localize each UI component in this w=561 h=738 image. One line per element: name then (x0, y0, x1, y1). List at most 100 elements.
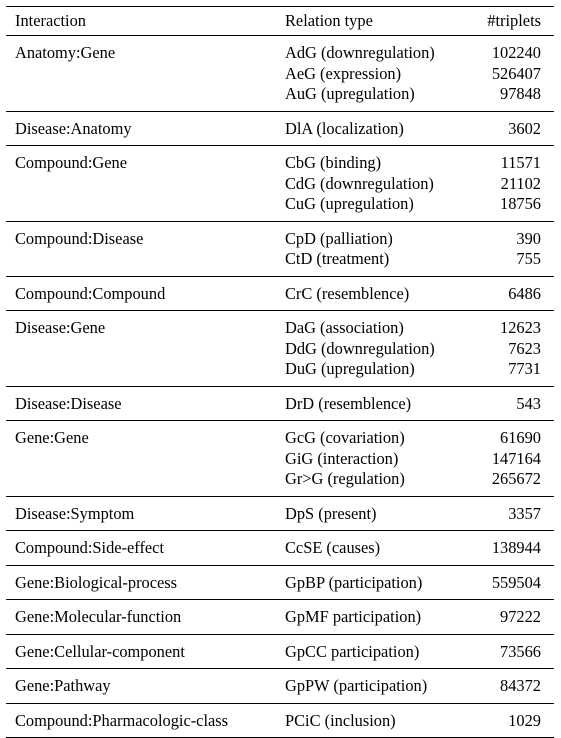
relation-cell: DrD (resemblence) (285, 394, 411, 415)
interaction-cell: Gene:Cellular-component (15, 642, 185, 663)
count-cell: 526407 (492, 64, 541, 85)
count-cell: 21102 (501, 174, 541, 195)
count-cell: 138944 (492, 538, 541, 559)
table-row: Compound:Compound CrC (resemblence) 6486 (6, 284, 554, 305)
relation-cell: DpS (present) (285, 504, 377, 525)
table-row-group: Compound:Disease CpD (palliation) 390 Ct… (6, 222, 554, 277)
table-row: Compound:Disease CpD (palliation) 390 (6, 229, 554, 250)
table-row: Gene:Biological-process GpBP (participat… (6, 573, 554, 594)
table-row: CdG (downregulation) 21102 (6, 174, 554, 195)
count-cell: 3602 (508, 119, 541, 140)
relation-cell: CrC (resemblence) (285, 284, 409, 305)
table-row: Gene:Pathway GpPW (participation) 84372 (6, 676, 554, 697)
table-header: Interaction Relation type #triplets (6, 6, 554, 36)
interaction-cell: Disease:Anatomy (15, 119, 132, 140)
interaction-cell: Compound:Compound (15, 284, 165, 305)
table-row: Gene:Cellular-component GpCC participati… (6, 642, 554, 663)
relation-cell: GiG (interaction) (285, 449, 398, 470)
interaction-cell: Gene:Molecular-function (15, 607, 181, 628)
table-row-group: Disease:Anatomy DlA (localization) 3602 (6, 112, 554, 147)
relation-cell: GpMF participation) (285, 607, 421, 628)
count-cell: 559504 (492, 573, 541, 594)
relation-cell: CbG (binding) (285, 153, 381, 174)
relation-cell: AuG (upregulation) (285, 84, 415, 105)
count-cell: 7623 (508, 339, 541, 360)
relation-cell: GpPW (participation) (285, 676, 427, 697)
table-row: Disease:Gene DaG (association) 12623 (6, 318, 554, 339)
interaction-cell: Compound:Gene (15, 153, 127, 174)
relation-cell: GcG (covariation) (285, 428, 405, 449)
table-row-group: Disease:Symptom DpS (present) 3357 (6, 497, 554, 532)
count-cell: 18756 (500, 194, 541, 215)
count-cell: 390 (516, 229, 541, 250)
count-cell: 755 (516, 249, 541, 270)
table-row: Gene:Molecular-function GpMF participati… (6, 607, 554, 628)
relation-cell: DdG (downregulation) (285, 339, 435, 360)
table-row-group: Compound:Gene CbG (binding) 11571 CdG (d… (6, 146, 554, 222)
count-cell: 61690 (500, 428, 541, 449)
interaction-cell: Gene:Pathway (15, 676, 111, 697)
table-row-group: Gene:Biological-process GpBP (participat… (6, 566, 554, 601)
relation-cell: GpBP (participation) (285, 573, 422, 594)
table-row: GiG (interaction) 147164 (6, 449, 554, 470)
relation-cell: AdG (downregulation) (285, 43, 435, 64)
table-row: DuG (upregulation) 7731 (6, 359, 554, 380)
interaction-cell: Compound:Side-effect (15, 538, 164, 559)
relation-cell: CtD (treatment) (285, 249, 389, 270)
relation-cell: DuG (upregulation) (285, 359, 415, 380)
count-cell: 73566 (500, 642, 541, 663)
table-row: Disease:Symptom DpS (present) 3357 (6, 504, 554, 525)
table-row-group: Gene:Pathway GpPW (participation) 84372 (6, 669, 554, 704)
table-row: Anatomy:Gene AdG (downregulation) 102240 (6, 43, 554, 64)
relation-cell: DaG (association) (285, 318, 404, 339)
header-triplets: #triplets (487, 7, 541, 35)
header-interaction: Interaction (15, 7, 86, 35)
relation-cell: AeG (expression) (285, 64, 401, 85)
interaction-cell: Disease:Gene (15, 318, 105, 339)
interaction-cell: Gene:Gene (15, 428, 89, 449)
table-row-group: Disease:Gene DaG (association) 12623 DdG… (6, 311, 554, 387)
count-cell: 102240 (492, 43, 541, 64)
table-row: AuG (upregulation) 97848 (6, 84, 554, 105)
interaction-table: Interaction Relation type #triplets Anat… (6, 6, 554, 738)
count-cell: 3357 (508, 504, 541, 525)
count-cell: 84372 (500, 676, 541, 697)
table-row: DdG (downregulation) 7623 (6, 339, 554, 360)
count-cell: 7731 (508, 359, 541, 380)
table-row: CtD (treatment) 755 (6, 249, 554, 270)
count-cell: 6486 (508, 284, 541, 305)
table-row: CuG (upregulation) 18756 (6, 194, 554, 215)
table-row-group: Gene:Molecular-function GpMF participati… (6, 600, 554, 635)
relation-cell: GpCC participation) (285, 642, 419, 663)
relation-cell: CdG (downregulation) (285, 174, 434, 195)
table-row: Compound:Gene CbG (binding) 11571 (6, 153, 554, 174)
table-row: Gr>G (regulation) 265672 (6, 469, 554, 490)
header-relation-type: Relation type (285, 7, 373, 35)
count-cell: 97222 (500, 607, 541, 628)
interaction-cell: Anatomy:Gene (15, 43, 115, 64)
count-cell: 265672 (492, 469, 541, 490)
count-cell: 147164 (492, 449, 541, 470)
interaction-cell: Disease:Symptom (15, 504, 134, 525)
interaction-cell: Gene:Biological-process (15, 573, 177, 594)
relation-cell: CcSE (causes) (285, 538, 380, 559)
count-cell: 11571 (501, 153, 541, 174)
table-row-group: Gene:Gene GcG (covariation) 61690 GiG (i… (6, 421, 554, 497)
table-row-group: Disease:Disease DrD (resemblence) 543 (6, 387, 554, 422)
relation-cell: DlA (localization) (285, 119, 404, 140)
table-row-group: Gene:Cellular-component GpCC participati… (6, 635, 554, 670)
relation-cell: CpD (palliation) (285, 229, 393, 250)
table-row: Disease:Anatomy DlA (localization) 3602 (6, 119, 554, 140)
table-row-group: Compound:Compound CrC (resemblence) 6486 (6, 277, 554, 312)
interaction-cell: Compound:Disease (15, 229, 143, 250)
table-row-group: Anatomy:Gene AdG (downregulation) 102240… (6, 36, 554, 112)
table-row: Gene:Gene GcG (covariation) 61690 (6, 428, 554, 449)
relation-cell: CuG (upregulation) (285, 194, 414, 215)
table-row: Disease:Disease DrD (resemblence) 543 (6, 394, 554, 415)
relation-cell: Gr>G (regulation) (285, 469, 405, 490)
interaction-cell: Disease:Disease (15, 394, 122, 415)
count-cell: 543 (516, 394, 541, 415)
count-cell: 97848 (500, 84, 541, 105)
count-cell: 12623 (500, 318, 541, 339)
table-row: Compound:Side-effect CcSE (causes) 13894… (6, 538, 554, 559)
